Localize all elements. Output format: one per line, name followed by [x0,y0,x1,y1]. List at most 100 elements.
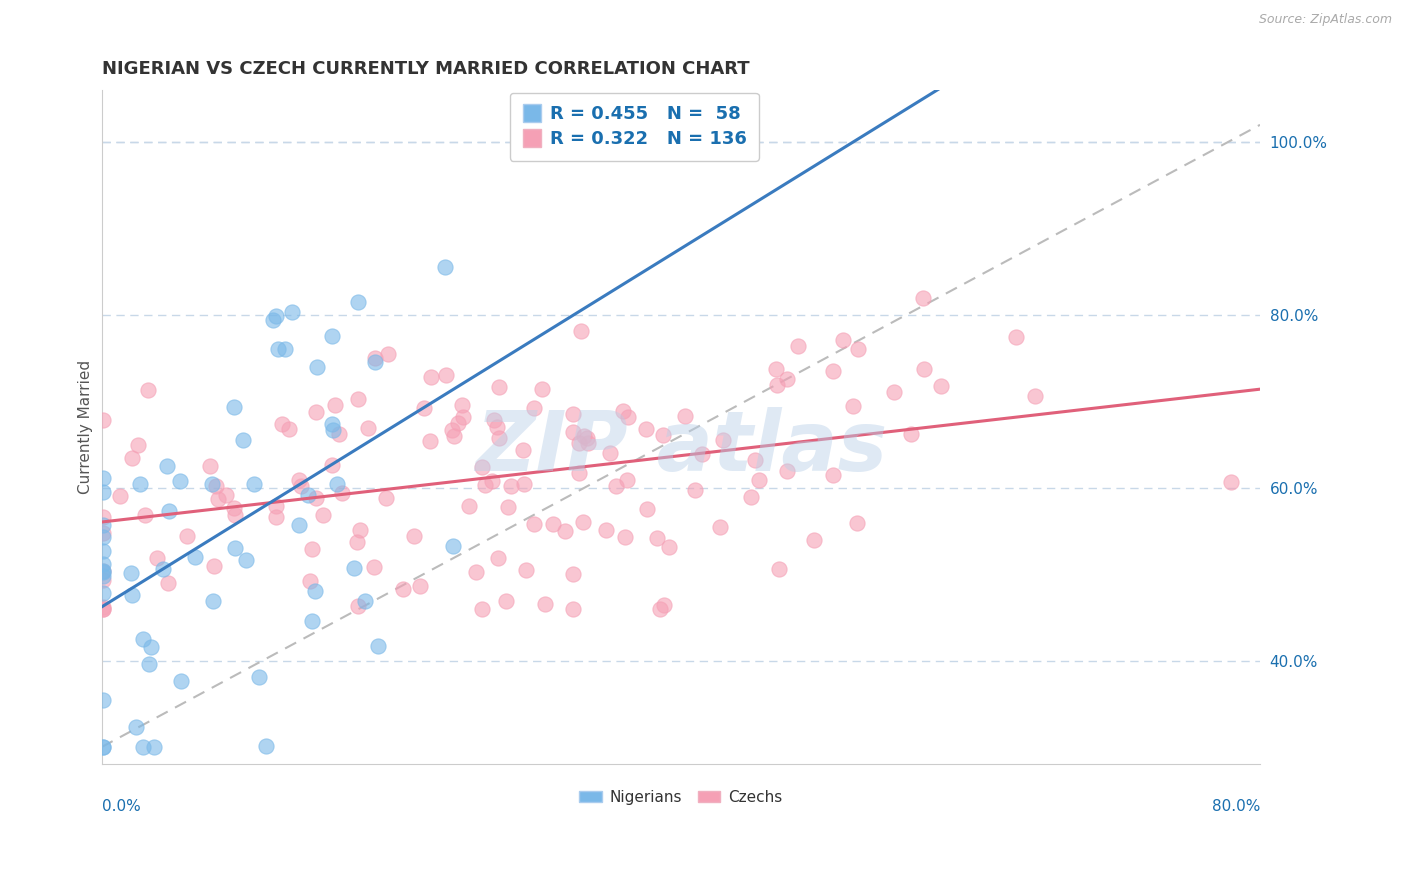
Point [441,423,464,437]
Point [883,384,905,399]
Point [523,401,546,415]
Point [443,429,465,443]
Point [91,471,114,485]
Point [605,479,627,493]
Point [198,459,221,474]
Point [204,479,226,493]
Point [652,598,675,612]
Point [242,477,264,491]
Point [346,392,368,406]
Point [474,478,496,492]
Point [512,443,534,458]
Point [305,359,328,374]
Point [513,476,536,491]
Point [1220,475,1243,490]
Point [740,491,762,505]
Point [484,412,506,426]
Point [139,640,162,655]
Point [776,464,799,478]
Point [264,499,287,513]
Point [235,553,257,567]
Point [121,450,143,465]
Point [419,434,441,448]
Point [690,447,713,461]
Point [634,422,657,436]
Point [832,333,855,347]
Point [91,530,114,544]
Point [108,490,131,504]
Point [91,564,114,578]
Point [803,533,825,547]
Point [201,476,224,491]
Point [287,473,309,487]
Point [207,492,229,507]
Point [91,518,114,533]
Point [434,260,457,274]
Point [128,477,150,491]
Point [91,586,114,600]
Point [846,516,869,530]
Point [183,550,205,565]
Point [420,369,443,384]
Text: Source: ZipAtlas.com: Source: ZipAtlas.com [1258,13,1392,27]
Point [176,529,198,543]
Point [91,485,114,500]
Point [451,398,474,412]
Point [458,499,481,513]
Point [321,458,343,472]
Point [568,466,591,480]
Point [301,541,323,556]
Point [409,579,432,593]
Point [247,670,270,684]
Point [347,599,370,613]
Point [224,541,246,555]
Point [201,594,224,608]
Point [143,740,166,755]
Point [636,502,658,516]
Point [125,720,148,734]
Point [441,539,464,553]
Point [281,305,304,319]
Point [91,601,114,615]
Point [323,398,346,412]
Point [322,423,344,437]
Point [364,355,387,369]
Point [434,368,457,382]
Point [312,508,335,522]
Point [214,488,236,502]
Point [599,446,621,460]
Point [501,478,523,492]
Point [156,459,179,474]
Point [683,483,706,498]
Point [561,601,583,615]
Point [562,425,585,440]
Point [617,410,640,425]
Point [264,309,287,323]
Point [488,379,510,393]
Point [132,632,155,646]
Point [658,541,681,555]
Point [821,364,844,378]
Point [288,518,311,533]
Point [929,378,952,392]
Point [534,597,557,611]
Point [91,557,114,571]
Point [330,485,353,500]
Legend: Nigerians, Czechs: Nigerians, Czechs [574,783,789,811]
Point [91,740,114,755]
Point [846,343,869,357]
Point [744,453,766,467]
Point [842,399,865,413]
Point [91,526,114,541]
Point [91,413,114,427]
Point [298,574,321,588]
Point [138,657,160,671]
Point [91,566,114,580]
Point [301,614,323,628]
Point [91,544,114,558]
Point [486,550,509,565]
Point [91,601,114,615]
Point [498,500,520,515]
Point [748,473,770,487]
Point [464,565,486,579]
